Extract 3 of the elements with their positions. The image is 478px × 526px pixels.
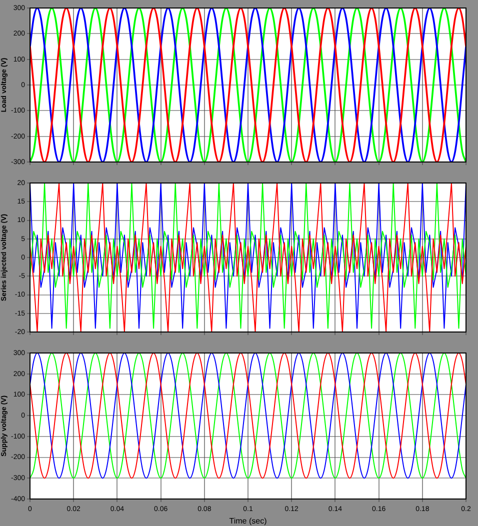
line-series — [30, 353, 466, 479]
line-series — [30, 8, 466, 162]
x-axis-title: Time (sec) — [229, 516, 268, 526]
